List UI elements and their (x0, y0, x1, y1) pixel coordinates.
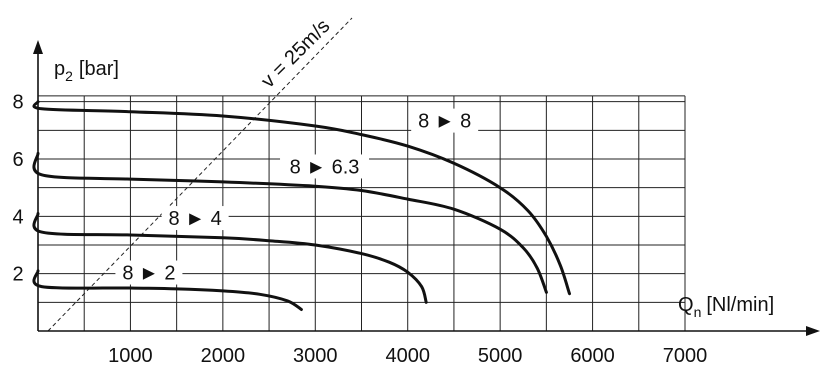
grid (38, 95, 686, 331)
series-label: 8 ► 8 (418, 111, 471, 133)
x-tick-label: 1000 (108, 345, 153, 367)
series-line (32, 151, 548, 294)
series-label: 8 ► 4 (169, 208, 222, 230)
series-line (32, 100, 571, 296)
series-label: 8 ► 6.3 (290, 156, 360, 178)
y-tick-label: 6 (12, 149, 23, 171)
reference-line (47, 17, 353, 332)
x-tick-label: 2000 (201, 345, 246, 367)
series-label: 8 ► 2 (122, 263, 175, 285)
y-axis-arrow (33, 40, 43, 54)
y-axis-label: p2 [bar] (54, 58, 119, 84)
series-label-bg (161, 206, 229, 231)
y-tick-label: 4 (12, 206, 23, 228)
tick-labels: 1000 2000 3000 4000 5000 6000 7000 2 4 6 8 (12, 92, 707, 367)
x-axis-arrow (806, 326, 820, 336)
x-tick-label: 6000 (570, 345, 615, 367)
series-line (32, 269, 303, 311)
series-label-bg (411, 108, 479, 133)
x-tick-label: 7000 (663, 345, 708, 367)
x-tick-label: 5000 (478, 345, 523, 367)
reference-line-label: v = 25m/s (257, 15, 334, 92)
series-label-bg (280, 154, 370, 179)
x-tick-label: 3000 (293, 345, 338, 367)
y-tick-label: 2 (12, 264, 23, 286)
curves: 8 ► 8 8 ► 6.3 8 ► 4 8 ► 2 (32, 100, 571, 311)
x-axis-label: Qn [Nl/min] (678, 294, 774, 320)
series-line (32, 212, 428, 304)
x-tick-label: 4000 (385, 345, 430, 367)
series-label-bg (115, 260, 183, 285)
y-tick-label: 8 (12, 92, 23, 114)
